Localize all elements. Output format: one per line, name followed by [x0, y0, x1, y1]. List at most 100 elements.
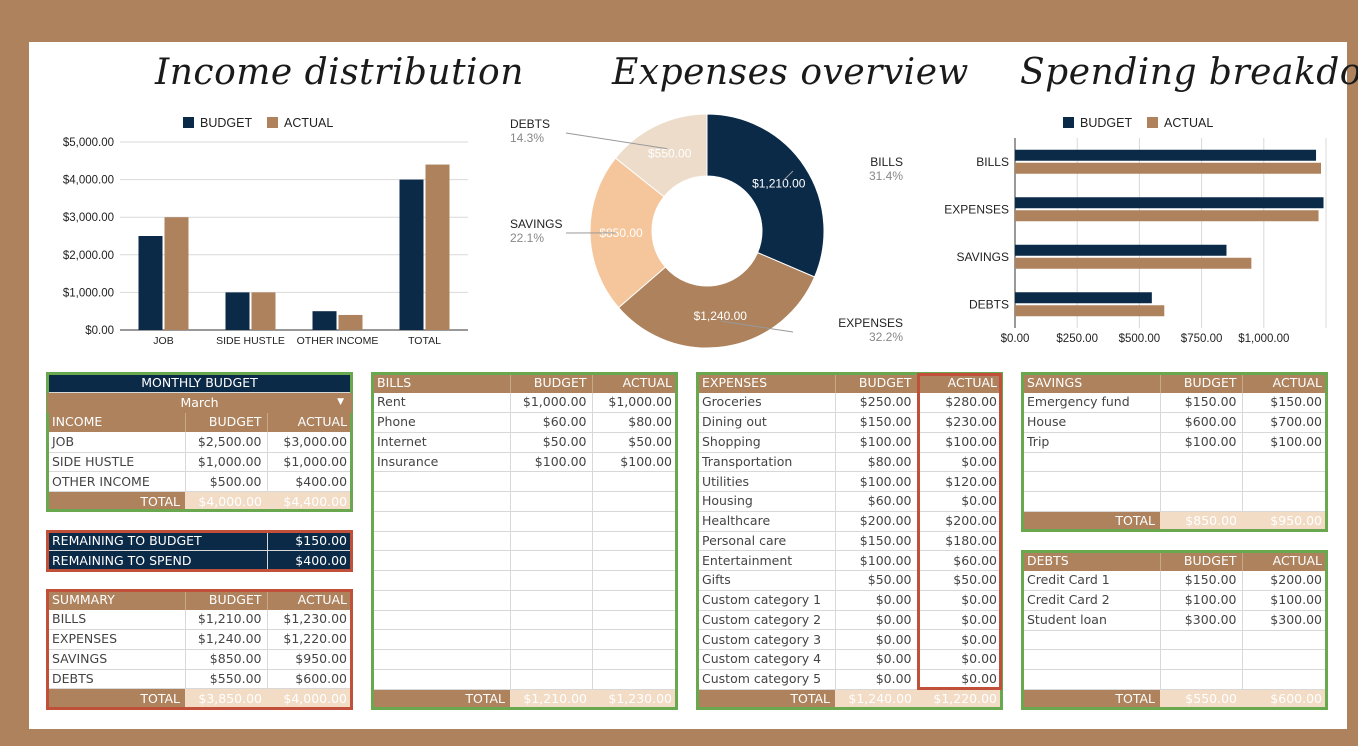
budget-cell[interactable]: $1,000.00 [185, 452, 268, 473]
actual-cell[interactable]: $0.00 [917, 649, 1002, 670]
item-cell[interactable] [1022, 491, 1161, 512]
budget-cell[interactable] [510, 491, 593, 512]
actual-cell[interactable] [1242, 630, 1327, 651]
actual-cell[interactable] [1242, 669, 1327, 690]
item-cell[interactable] [372, 491, 511, 512]
item-cell[interactable]: House [1022, 412, 1161, 433]
item-cell[interactable] [372, 471, 511, 492]
budget-cell[interactable]: $500.00 [185, 471, 268, 492]
item-cell[interactable]: Utilities [697, 471, 836, 492]
actual-cell[interactable] [592, 550, 677, 571]
actual-cell[interactable]: $150.00 [1242, 392, 1327, 413]
budget-cell[interactable] [510, 629, 593, 650]
actual-cell[interactable] [592, 531, 677, 552]
remaining-to-spend-value[interactable]: $400.00 [267, 550, 352, 571]
item-cell[interactable]: Custom category 1 [697, 590, 836, 611]
budget-cell[interactable]: $150.00 [1160, 570, 1243, 591]
budget-cell[interactable]: $1,000.00 [510, 392, 593, 413]
budget-cell[interactable]: $100.00 [835, 471, 918, 492]
actual-cell[interactable]: $0.00 [917, 610, 1002, 631]
item-cell[interactable]: Student loan [1022, 610, 1161, 631]
actual-cell[interactable]: $200.00 [1242, 570, 1327, 591]
budget-cell[interactable] [510, 471, 593, 492]
item-cell[interactable]: Transportation [697, 452, 836, 473]
actual-cell[interactable] [592, 669, 677, 690]
item-cell[interactable] [372, 590, 511, 611]
budget-cell[interactable]: $1,240.00 [185, 629, 268, 650]
budget-cell[interactable]: $60.00 [510, 412, 593, 433]
actual-cell[interactable] [592, 649, 677, 670]
item-cell[interactable]: Healthcare [697, 511, 836, 532]
item-cell[interactable] [372, 669, 511, 690]
actual-cell[interactable]: $200.00 [917, 511, 1002, 532]
item-cell[interactable] [372, 531, 511, 552]
budget-cell[interactable]: $60.00 [835, 491, 918, 512]
item-cell[interactable] [372, 550, 511, 571]
actual-cell[interactable]: $280.00 [917, 392, 1002, 413]
budget-cell[interactable]: $0.00 [835, 629, 918, 650]
actual-cell[interactable] [592, 511, 677, 532]
item-cell[interactable]: Personal care [697, 531, 836, 552]
actual-cell[interactable]: $3,000.00 [267, 432, 353, 453]
actual-cell[interactable]: $0.00 [917, 629, 1002, 650]
actual-cell[interactable]: $120.00 [917, 471, 1002, 492]
budget-cell[interactable] [510, 590, 593, 611]
budget-cell[interactable]: $100.00 [510, 452, 593, 473]
item-cell[interactable]: DEBTS [47, 669, 186, 690]
item-cell[interactable]: Groceries [697, 392, 836, 413]
budget-cell[interactable]: $300.00 [1160, 610, 1243, 631]
item-cell[interactable]: OTHER INCOME [47, 471, 186, 492]
item-cell[interactable]: BILLS [47, 609, 186, 630]
budget-cell[interactable] [510, 550, 593, 571]
actual-cell[interactable]: $1,230.00 [267, 609, 352, 630]
budget-cell[interactable] [1160, 649, 1243, 670]
budget-cell[interactable]: $0.00 [835, 649, 918, 670]
item-cell[interactable]: Phone [372, 412, 511, 433]
budget-cell[interactable]: $50.00 [835, 570, 918, 591]
budget-cell[interactable] [1160, 452, 1243, 473]
item-cell[interactable] [372, 649, 511, 670]
budget-cell[interactable]: $80.00 [835, 452, 918, 473]
item-cell[interactable]: Credit Card 2 [1022, 590, 1161, 611]
item-cell[interactable] [1022, 452, 1161, 473]
actual-cell[interactable]: $0.00 [917, 452, 1002, 473]
item-cell[interactable]: Housing [697, 491, 836, 512]
actual-cell[interactable]: $1,220.00 [267, 629, 352, 650]
item-cell[interactable]: EXPENSES [47, 629, 186, 650]
actual-cell[interactable] [592, 629, 677, 650]
item-cell[interactable]: SIDE HUSTLE [47, 452, 186, 473]
actual-cell[interactable] [1242, 649, 1327, 670]
item-cell[interactable]: Shopping [697, 432, 836, 453]
actual-cell[interactable] [592, 471, 677, 492]
budget-cell[interactable]: $1,210.00 [185, 609, 268, 630]
actual-cell[interactable]: $1,000.00 [592, 392, 677, 413]
actual-cell[interactable] [592, 590, 677, 611]
actual-cell[interactable]: $400.00 [267, 471, 353, 492]
actual-cell[interactable]: $950.00 [267, 649, 352, 670]
actual-cell[interactable] [592, 570, 677, 591]
item-cell[interactable] [372, 610, 511, 631]
item-cell[interactable]: Dining out [697, 412, 836, 433]
budget-cell[interactable] [1160, 491, 1243, 512]
actual-cell[interactable] [1242, 452, 1327, 473]
actual-cell[interactable]: $230.00 [917, 412, 1002, 433]
item-cell[interactable]: Custom category 2 [697, 610, 836, 631]
item-cell[interactable] [1022, 649, 1161, 670]
actual-cell[interactable]: $300.00 [1242, 610, 1327, 631]
item-cell[interactable]: Custom category 4 [697, 649, 836, 670]
actual-cell[interactable]: $50.00 [592, 432, 677, 453]
item-cell[interactable]: Entertainment [697, 550, 836, 571]
budget-cell[interactable] [1160, 630, 1243, 651]
actual-cell[interactable]: $0.00 [917, 669, 1002, 690]
item-cell[interactable]: Custom category 5 [697, 669, 836, 690]
item-cell[interactable]: Credit Card 1 [1022, 570, 1161, 591]
remaining-to-budget-value[interactable]: $150.00 [267, 531, 352, 552]
actual-cell[interactable]: $700.00 [1242, 412, 1327, 433]
item-cell[interactable]: Rent [372, 392, 511, 413]
budget-cell[interactable]: $2,500.00 [185, 432, 268, 453]
item-cell[interactable]: JOB [47, 432, 186, 453]
item-cell[interactable] [372, 511, 511, 532]
item-cell[interactable] [1022, 630, 1161, 651]
actual-cell[interactable]: $180.00 [917, 531, 1002, 552]
actual-cell[interactable]: $100.00 [592, 452, 677, 473]
